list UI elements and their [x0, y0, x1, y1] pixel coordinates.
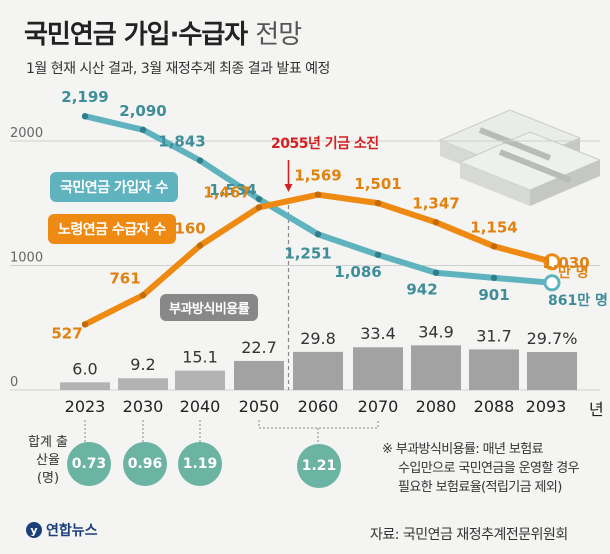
source-credit: 자료: 국민연금 재정추계전문위원회	[370, 527, 568, 543]
y-tick-label: 0	[10, 375, 18, 390]
data-point	[374, 251, 382, 258]
unit-label-recipients: 만 명	[558, 265, 589, 281]
footnote: ※ 부과방식비용률: 매년 보험료 수입만으로 국민연금을 운영할 경우 필요한…	[382, 440, 607, 497]
data-label: 1,569	[294, 167, 341, 185]
data-label: 1,534	[209, 181, 256, 199]
data-point	[314, 191, 322, 198]
fertility-circle: 1.19	[178, 442, 222, 486]
logo-icon: y	[26, 522, 42, 538]
bar-value-label: 15.1	[182, 348, 218, 367]
line-points	[81, 113, 561, 328]
data-label: 1,347	[412, 194, 459, 212]
logo-text: 연합뉴스	[46, 523, 98, 539]
data-label: 1,501	[354, 175, 401, 193]
x-tick-label: 2040	[180, 397, 221, 416]
fertility-bracket	[258, 420, 379, 429]
bar	[234, 360, 284, 390]
x-tick-label: 2060	[298, 397, 339, 416]
data-point	[139, 126, 147, 133]
data-point	[255, 204, 263, 211]
bar	[527, 351, 577, 390]
data-label: 2,199	[61, 88, 108, 106]
data-label: 942	[406, 281, 437, 299]
bar-value-label: 9.2	[130, 355, 155, 374]
bar-value-label: 6.0	[72, 359, 97, 378]
data-point	[196, 157, 204, 164]
data-point	[139, 292, 147, 299]
data-point	[196, 242, 204, 249]
bar-value-label: 29.8	[300, 329, 336, 348]
x-axis-year-suffix: 년	[589, 400, 604, 419]
subtitle: 1월 현재 시산 결과, 3월 재정추계 최종 결과 발표 예정	[26, 61, 330, 77]
bar	[411, 345, 461, 390]
publisher-logo: y 연합뉴스	[26, 520, 98, 540]
bar	[353, 347, 403, 390]
y-axis-labels: 0 1000 2000	[10, 126, 43, 390]
x-tick-label: 2050	[239, 397, 280, 416]
x-tick-label: 2030	[123, 397, 164, 416]
fertility-label: 합계 출산율 (명)	[28, 435, 69, 486]
data-label: 2,090	[119, 102, 166, 120]
bar-value-label: 22.7	[241, 338, 277, 357]
bar-value-label: 33.4	[360, 324, 396, 343]
x-tick-label: 2023	[65, 397, 106, 416]
footnote-line: 수입만으로 국민연금을 운영할 경우	[398, 461, 580, 476]
title-suffix: 전망	[255, 20, 302, 50]
x-tick-label: 2070	[358, 397, 399, 416]
x-tick-label: 2080	[416, 397, 457, 416]
endpoint-marker	[543, 274, 561, 292]
data-label: 1,251	[284, 244, 331, 262]
data-point	[81, 321, 89, 328]
fertility-connectors	[84, 420, 379, 444]
data-label: 1,154	[470, 218, 517, 236]
data-point	[490, 243, 498, 250]
bar	[469, 349, 519, 390]
page-title: 국민연금 가입·수급자 전망	[24, 14, 302, 51]
y-tick-label: 2000	[10, 126, 43, 141]
event-marker	[284, 160, 293, 390]
bar	[293, 351, 343, 390]
footnote-line: 필요한 보험료율(적립기금 제외)	[398, 480, 562, 495]
fund-depletion-label: 2055년 기금 소진	[271, 136, 379, 152]
x-tick-label: 2093	[526, 397, 567, 416]
data-label: 1,030	[542, 254, 589, 272]
bar	[118, 378, 168, 390]
bar-value-label: 29.7%	[527, 329, 578, 348]
data-label: 1,843	[158, 133, 205, 151]
data-point	[314, 231, 322, 238]
fertility-circle: 0.96	[123, 442, 167, 486]
title-main: 국민연금 가입·수급자	[24, 20, 248, 50]
legend-subscribers: 국민연금 가입자 수	[50, 172, 178, 202]
bar	[60, 382, 110, 390]
data-label: 1,086	[334, 263, 381, 281]
y-tick-label: 1000	[10, 251, 43, 266]
bar	[175, 370, 225, 390]
data-label: 527	[51, 324, 82, 342]
endpoint-marker	[543, 253, 561, 271]
legend-bar: 부과방식비용률	[160, 294, 259, 321]
fertility-circle: 1.21	[297, 444, 341, 488]
bar-series: 6.0 9.2 15.1 22.7 29.8 33.4 34.9 31.7 29.7%	[60, 322, 577, 390]
x-axis-labels: 2023 2030 2040 2050 2060 2070 2080 2088 2093	[65, 397, 567, 416]
data-point	[490, 274, 498, 282]
money-stack-illustration	[438, 109, 602, 206]
fertility-circle: 0.73	[67, 442, 111, 486]
x-tick-label: 2088	[474, 397, 515, 416]
data-point	[374, 199, 382, 207]
data-point	[432, 269, 440, 276]
legend-recipients: 노령연금 수급자 수	[48, 214, 176, 244]
bar-value-label: 31.7	[476, 326, 512, 345]
data-label: 1,467	[203, 183, 250, 201]
data-label: 901	[478, 286, 509, 304]
event-arrow-head	[284, 184, 293, 192]
data-point	[81, 113, 89, 120]
bar-value-label: 34.9	[418, 322, 454, 341]
footnote-line: ※ 부과방식비용률: 매년 보험료	[382, 442, 544, 457]
data-point	[432, 219, 440, 226]
unit-label-subscribers: 861만 명	[548, 293, 608, 309]
data-point	[255, 195, 263, 203]
data-label: 761	[109, 269, 140, 287]
